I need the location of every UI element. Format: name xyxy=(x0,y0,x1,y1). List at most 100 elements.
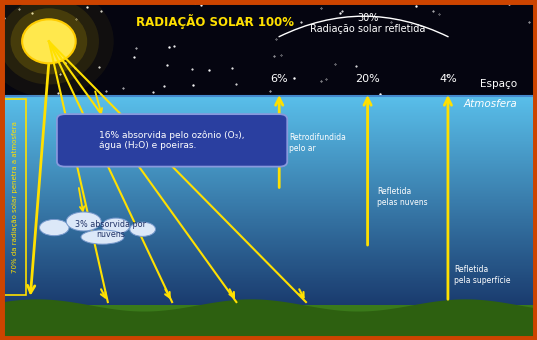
Bar xyxy=(1,232,536,233)
Bar xyxy=(1,252,536,253)
Bar xyxy=(1,289,536,290)
Bar xyxy=(1,225,536,226)
Ellipse shape xyxy=(0,0,99,85)
Bar xyxy=(1,120,536,121)
Bar xyxy=(1,171,536,172)
Text: 4%: 4% xyxy=(439,74,457,84)
Bar xyxy=(1,174,536,175)
Bar xyxy=(1,127,536,128)
Bar xyxy=(1,102,536,103)
Bar xyxy=(1,207,536,208)
Bar xyxy=(1,209,536,210)
Bar xyxy=(1,103,536,104)
Bar xyxy=(1,257,536,258)
Bar xyxy=(1,145,536,146)
Bar xyxy=(1,113,536,114)
Bar xyxy=(1,162,536,163)
Bar xyxy=(1,294,536,295)
Ellipse shape xyxy=(81,230,124,244)
Bar xyxy=(1,212,536,213)
Bar xyxy=(1,284,536,285)
Bar xyxy=(1,1,536,96)
Bar xyxy=(1,270,536,271)
Text: 16% absorvida pelo ozônio (O₃),
água (H₂O) e poeiras.: 16% absorvida pelo ozônio (O₃), água (H₂… xyxy=(99,131,245,150)
Bar xyxy=(1,246,536,248)
Bar xyxy=(1,110,536,111)
Bar xyxy=(1,234,536,235)
Bar xyxy=(1,144,536,145)
Bar xyxy=(1,222,536,224)
Bar xyxy=(1,181,536,182)
Bar xyxy=(1,301,536,302)
Bar xyxy=(1,130,536,131)
Bar xyxy=(1,150,536,151)
Bar xyxy=(1,96,536,97)
Bar xyxy=(1,282,536,284)
Text: Retrodifundida
pelo ar: Retrodifundida pelo ar xyxy=(289,133,346,153)
Bar xyxy=(1,98,536,99)
Bar xyxy=(1,226,536,227)
Bar xyxy=(1,291,536,292)
Bar xyxy=(1,125,536,126)
Bar xyxy=(1,245,536,246)
Bar xyxy=(1,303,536,304)
Bar xyxy=(1,116,536,117)
Bar xyxy=(1,272,536,273)
Bar xyxy=(1,143,536,144)
Bar xyxy=(1,259,536,260)
Bar xyxy=(1,133,536,134)
Ellipse shape xyxy=(130,222,156,236)
Bar xyxy=(1,198,536,200)
Bar xyxy=(1,299,536,300)
Bar xyxy=(1,260,536,261)
Bar xyxy=(1,136,536,137)
Bar xyxy=(1,117,536,118)
Text: Refletida
pelas nuvens: Refletida pelas nuvens xyxy=(377,187,428,207)
Bar xyxy=(1,220,536,221)
Bar xyxy=(1,219,536,220)
Bar xyxy=(1,251,536,252)
Bar xyxy=(1,271,536,272)
Text: 70% da radiação solar penetra a atmosfera: 70% da radiação solar penetra a atmosfer… xyxy=(12,121,18,273)
Bar xyxy=(1,165,536,166)
Text: 20%: 20% xyxy=(355,74,380,84)
Bar xyxy=(1,233,536,234)
Bar xyxy=(1,151,536,152)
Text: 30%
Radiação solar refletida: 30% Radiação solar refletida xyxy=(310,13,425,34)
Bar xyxy=(1,218,536,219)
Bar xyxy=(1,108,536,109)
Ellipse shape xyxy=(102,218,130,234)
Bar xyxy=(1,118,536,119)
Bar xyxy=(1,195,536,196)
Bar xyxy=(1,227,536,228)
Bar xyxy=(1,204,536,205)
Bar xyxy=(1,192,536,193)
Bar xyxy=(1,217,536,218)
Bar xyxy=(1,238,536,239)
Bar xyxy=(1,242,536,243)
Bar xyxy=(1,111,536,112)
Bar xyxy=(1,201,536,202)
Text: Atmosfera: Atmosfera xyxy=(464,99,518,109)
Bar xyxy=(1,185,536,186)
Ellipse shape xyxy=(11,8,87,74)
Bar xyxy=(1,189,536,190)
Bar xyxy=(1,264,536,265)
Bar xyxy=(1,186,536,187)
Bar xyxy=(1,153,536,154)
Bar xyxy=(1,121,536,122)
Bar xyxy=(1,235,536,236)
Bar xyxy=(1,276,536,277)
Bar xyxy=(1,148,536,149)
Bar xyxy=(1,279,536,280)
Bar xyxy=(1,236,536,237)
Bar xyxy=(1,304,536,305)
Bar xyxy=(1,288,536,289)
Bar xyxy=(1,99,536,100)
Ellipse shape xyxy=(0,0,114,97)
Bar xyxy=(1,107,536,108)
Bar xyxy=(1,175,536,176)
Bar xyxy=(1,167,536,168)
Bar xyxy=(1,141,536,142)
Bar xyxy=(1,191,536,192)
